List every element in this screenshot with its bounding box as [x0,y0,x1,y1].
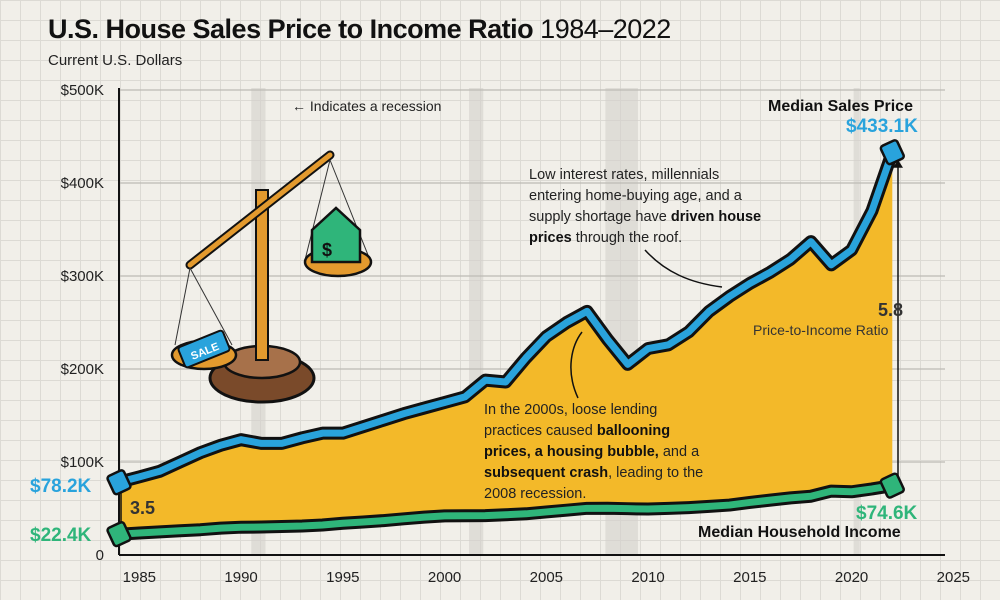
house-icon [106,521,132,548]
y-tick-label: 0 [96,547,104,564]
balance-scale-illustration: SALE$ [170,150,373,404]
sale-tag-icon [177,329,231,369]
price-start-label: $78.2K [30,476,92,497]
house-illustration-icon [310,206,362,264]
scale-string [174,267,191,346]
ratio-start-label: 3.5 [130,498,156,518]
scale-beam [187,152,333,268]
y-tick-label: $300K [61,268,104,285]
x-tick-label: 2020 [835,569,868,586]
house-icon [879,472,905,499]
x-tick-label: 2000 [428,569,461,586]
annotation-arrow [570,331,583,399]
scale-string [304,159,331,261]
x-tick-label: 2010 [631,569,664,586]
annotation-2000s: In the 2000s, loose lending practices ca… [484,402,704,502]
price-series-label: Median Sales Price [768,98,913,115]
annotation-recent: Low interest rates, millennials entering… [529,167,762,246]
scale-string [189,267,233,346]
arrow-head [893,159,903,168]
x-tick-label: 1985 [123,569,156,586]
x-tick-label: 1990 [224,569,257,586]
scale-pillar [255,189,269,361]
ratio-end-label: 5.8 [878,300,904,320]
recession-note: ← Indicates a recession [292,98,442,114]
chart-title: U.S. House Sales Price to Income Ratio 1… [48,14,671,44]
y-axis-label: Current U.S. Dollars [48,52,183,69]
income-start-label: $22.4K [30,525,92,546]
x-tick-label: 2025 [937,569,970,586]
title-years: 1984–2022 [540,14,671,44]
annotation-arrow [644,249,723,288]
x-tick-label: 2005 [530,569,563,586]
ratio-label: Price-to-Income Ratio [753,322,889,338]
income-series-label: Median Household Income [698,524,901,541]
y-tick-label: $500K [61,82,104,99]
income-end-label: $74.6K [856,503,918,524]
y-tick-label: $100K [61,454,104,471]
x-tick-label: 1995 [326,569,359,586]
y-tick-label: $400K [61,175,104,192]
price-end-label: $433.1K [846,116,918,137]
scale-string [329,159,371,261]
price-tag-icon [106,469,132,496]
y-tick-label: $200K [61,361,104,378]
dollar-sign-icon: $ [322,240,332,260]
price-tag-icon [879,139,905,166]
x-tick-label: 2015 [733,569,766,586]
